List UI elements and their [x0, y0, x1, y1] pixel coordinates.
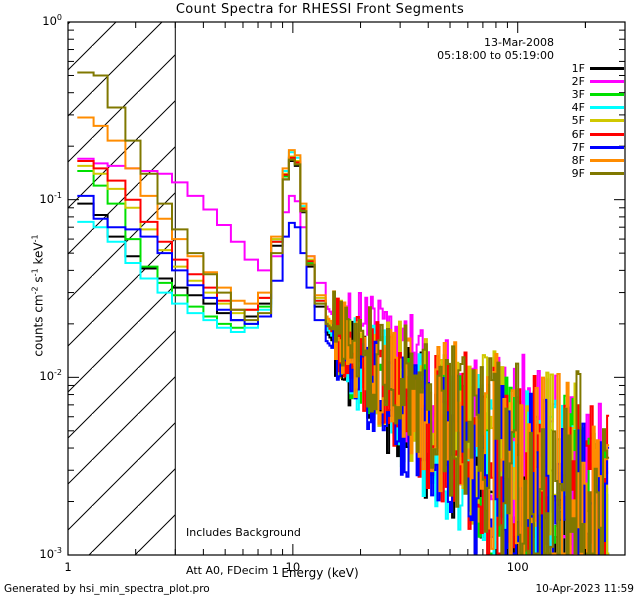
legend-item-label: 5F — [571, 114, 585, 128]
legend-item-label: 3F — [571, 88, 585, 102]
legend-color-swatch — [590, 80, 624, 84]
excluded-energy-hatch-region — [68, 22, 176, 555]
series-line-9f — [77, 71, 610, 555]
series-group — [77, 71, 610, 555]
y-tick-label: 10-2 — [18, 368, 62, 383]
y-tick-exponent: -1 — [54, 190, 62, 200]
page-title: Count Spectra for RHESSI Front Segments — [175, 2, 465, 17]
legend-item-label: 2F — [571, 75, 585, 89]
y-axis-label-sup3: -1 — [30, 234, 40, 243]
legend-item-6f[interactable]: 6F — [571, 127, 624, 141]
legend-color-swatch — [590, 171, 624, 175]
legend-item-label: 4F — [571, 101, 585, 115]
x-tick-label: 100 — [506, 560, 529, 574]
footer-timestamp: 10-Apr-2023 11:59 — [535, 583, 634, 595]
x-tick-label: 10 — [285, 560, 301, 574]
plot-annotation: Includes Background Att A0, FDecim 1 — [186, 502, 301, 602]
y-tick-base: 10 — [39, 369, 55, 384]
annotation-line-1: Includes Background — [186, 526, 301, 539]
legend: 1F 2F 3F 4F 5F 6F 7F 8F 9F — [572, 62, 624, 180]
plot-frame — [67, 21, 626, 556]
y-tick-label: 10-1 — [18, 191, 62, 206]
legend-item-label: 6F — [571, 127, 585, 141]
y-axis-label-main: counts cm — [31, 294, 46, 357]
y-axis-label: counts cm-2 s-1 keV-1 — [31, 196, 46, 396]
legend-time-range: 05:18:00 to 05:19:00 — [437, 49, 554, 62]
footer-generated-by: Generated by hsi_min_spectra_plot.pro — [4, 583, 210, 595]
legend-header: 13-Mar-2008 05:18:00 to 05:19:00 — [437, 36, 554, 62]
legend-color-swatch — [590, 93, 624, 97]
legend-item-5f[interactable]: 5F — [572, 114, 624, 127]
legend-item-7f[interactable]: 7F — [572, 141, 624, 154]
y-tick-label: 100 — [18, 13, 62, 28]
y-tick-exponent: 0 — [56, 13, 62, 22]
y-tick-exponent: -2 — [54, 368, 62, 378]
legend-item-4f[interactable]: 4F — [572, 101, 624, 114]
legend-item-label: 1F — [571, 62, 585, 76]
axis-ticks — [67, 21, 626, 556]
y-tick-base: 10 — [42, 13, 57, 28]
y-axis-label-sup2: -1 — [30, 268, 40, 277]
y-axis-label-mid2: keV — [31, 242, 46, 269]
y-tick-label: 10-3 — [18, 546, 62, 561]
legend-color-swatch — [590, 158, 624, 162]
legend-item-label: 9F — [571, 166, 585, 180]
y-tick-exponent: -3 — [54, 546, 62, 555]
legend-color-swatch — [590, 132, 624, 136]
legend-color-swatch — [590, 67, 624, 71]
legend-color-swatch — [590, 119, 624, 123]
legend-item-3f[interactable]: 3F — [572, 88, 624, 101]
annotation-line-2: Att A0, FDecim 1 — [186, 563, 279, 577]
y-tick-base: 10 — [39, 191, 55, 206]
legend-item-8f[interactable]: 8F — [572, 154, 624, 167]
legend-item-label: 7F — [571, 140, 585, 154]
legend-date: 13-Mar-2008 — [484, 36, 554, 49]
legend-item-1f[interactable]: 1F — [572, 62, 624, 75]
y-axis-label-sup1: -2 — [30, 286, 40, 295]
x-axis-label: Energy (keV) — [281, 566, 359, 580]
legend-item-2f[interactable]: 2F — [572, 75, 624, 88]
x-tick-label: 1 — [64, 560, 72, 574]
legend-item-9f[interactable]: 9F — [572, 167, 624, 180]
y-axis-label-mid1: s — [31, 276, 46, 287]
legend-item-label: 8F — [571, 153, 585, 167]
y-tick-base: 10 — [39, 546, 55, 561]
legend-color-swatch — [590, 145, 624, 149]
legend-color-swatch — [590, 106, 624, 110]
